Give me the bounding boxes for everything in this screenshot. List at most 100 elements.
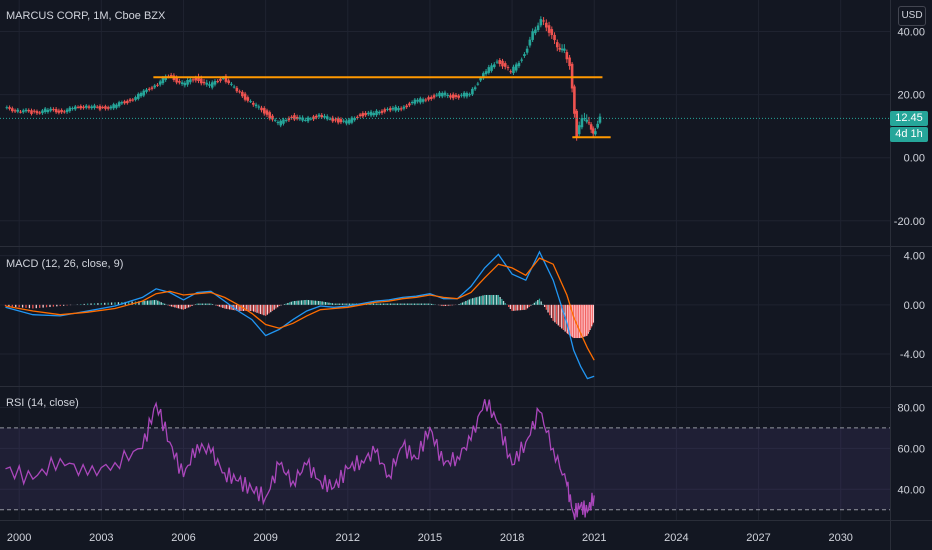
candle-body bbox=[115, 104, 118, 108]
x-tick-label: 2021 bbox=[582, 532, 606, 544]
x-tick-label: 2009 bbox=[253, 532, 277, 544]
candle-body bbox=[350, 117, 354, 123]
y-tick-label: 80.00 bbox=[897, 402, 925, 414]
candle-body bbox=[553, 34, 556, 41]
y-tick-label: 0.00 bbox=[904, 153, 925, 165]
candle-body bbox=[394, 106, 398, 111]
candle-body bbox=[367, 112, 370, 115]
candle-body bbox=[104, 106, 107, 109]
countdown-tag: 4d 1h bbox=[890, 127, 928, 143]
candle-body bbox=[142, 90, 146, 96]
candle-body bbox=[101, 106, 104, 108]
candle-body bbox=[65, 109, 69, 113]
candle-body bbox=[169, 75, 173, 77]
candle-body bbox=[377, 111, 381, 114]
candle-body bbox=[93, 105, 96, 108]
candle-body bbox=[227, 80, 230, 84]
candle-body bbox=[295, 116, 299, 119]
candle-body bbox=[60, 109, 63, 113]
candle-body bbox=[21, 110, 25, 113]
candle-body bbox=[276, 121, 280, 124]
candle-body bbox=[293, 115, 296, 120]
candle-body bbox=[386, 108, 389, 110]
candle-body bbox=[238, 91, 241, 93]
candle-body bbox=[334, 119, 337, 121]
candle-body bbox=[479, 78, 482, 81]
candle-body bbox=[443, 92, 447, 96]
candle-body bbox=[342, 120, 345, 122]
rsi-title: RSI (14, close) bbox=[6, 397, 79, 409]
candle-body bbox=[372, 112, 376, 116]
candle-body bbox=[38, 112, 42, 114]
macd-pane[interactable] bbox=[4, 250, 595, 380]
rsi-pane[interactable] bbox=[0, 399, 890, 520]
candle-body bbox=[585, 119, 589, 122]
y-tick-label: 60.00 bbox=[897, 443, 925, 455]
candle-body bbox=[265, 110, 269, 115]
candle-body bbox=[577, 125, 581, 135]
candle-body bbox=[356, 116, 359, 119]
candle-body bbox=[246, 97, 250, 101]
candle-body bbox=[468, 94, 471, 96]
candle-body bbox=[419, 98, 422, 103]
last-price-tag: 12.45 bbox=[890, 110, 928, 126]
candle-body bbox=[534, 29, 537, 34]
candle-body bbox=[331, 117, 335, 122]
candle-body bbox=[369, 111, 373, 116]
y-tick-label: 4.00 bbox=[904, 251, 925, 263]
candle-body bbox=[232, 86, 236, 88]
candle-body bbox=[273, 119, 277, 121]
candle-body bbox=[523, 54, 526, 56]
candle-body bbox=[347, 119, 351, 124]
candle-body bbox=[358, 114, 362, 117]
candle-body bbox=[98, 106, 102, 110]
candle-body bbox=[126, 100, 129, 104]
candle-body bbox=[241, 91, 244, 97]
candle-body bbox=[95, 106, 99, 108]
macd-title: MACD (12, 26, close, 9) bbox=[6, 258, 123, 270]
candle-body bbox=[24, 109, 28, 112]
candle-body bbox=[520, 59, 523, 61]
currency-button[interactable]: USD bbox=[898, 6, 926, 26]
candle-body bbox=[539, 19, 543, 26]
candle-body bbox=[514, 64, 518, 71]
candle-body bbox=[128, 99, 132, 102]
candle-body bbox=[150, 87, 154, 89]
candle-body bbox=[528, 39, 532, 46]
candle-body bbox=[454, 94, 458, 97]
candle-body bbox=[476, 83, 480, 85]
y-tick-label: 40.00 bbox=[897, 484, 925, 496]
candle-body bbox=[219, 78, 222, 81]
candle-body bbox=[451, 94, 455, 99]
candle-body bbox=[339, 119, 343, 123]
candle-body bbox=[284, 120, 288, 122]
candle-body bbox=[325, 116, 329, 120]
x-tick-label: 2003 bbox=[89, 532, 113, 544]
candle-body bbox=[262, 108, 266, 114]
candle-body bbox=[79, 105, 83, 109]
candle-body bbox=[345, 120, 348, 124]
candle-body bbox=[408, 103, 411, 106]
chart-title: MARCUS CORP, 1M, Cboe BZX bbox=[6, 10, 166, 22]
candle-body bbox=[424, 99, 428, 101]
y-tick-label: -20.00 bbox=[894, 216, 925, 228]
candle-body bbox=[202, 81, 206, 84]
candle-body bbox=[136, 93, 140, 99]
candle-body bbox=[35, 111, 39, 114]
candle-body bbox=[471, 88, 474, 95]
price-pane[interactable] bbox=[0, 16, 890, 141]
candle-body bbox=[11, 108, 14, 112]
candle-body bbox=[328, 118, 332, 120]
x-tick-label: 2006 bbox=[171, 532, 195, 544]
candle-body bbox=[383, 109, 387, 112]
candle-body bbox=[465, 93, 469, 97]
candle-body bbox=[54, 109, 58, 113]
candle-body bbox=[145, 89, 148, 92]
candle-body bbox=[63, 111, 66, 113]
candle-body bbox=[560, 48, 564, 51]
candle-body bbox=[545, 22, 548, 28]
candle-body bbox=[147, 88, 151, 90]
candle-body bbox=[134, 97, 137, 100]
